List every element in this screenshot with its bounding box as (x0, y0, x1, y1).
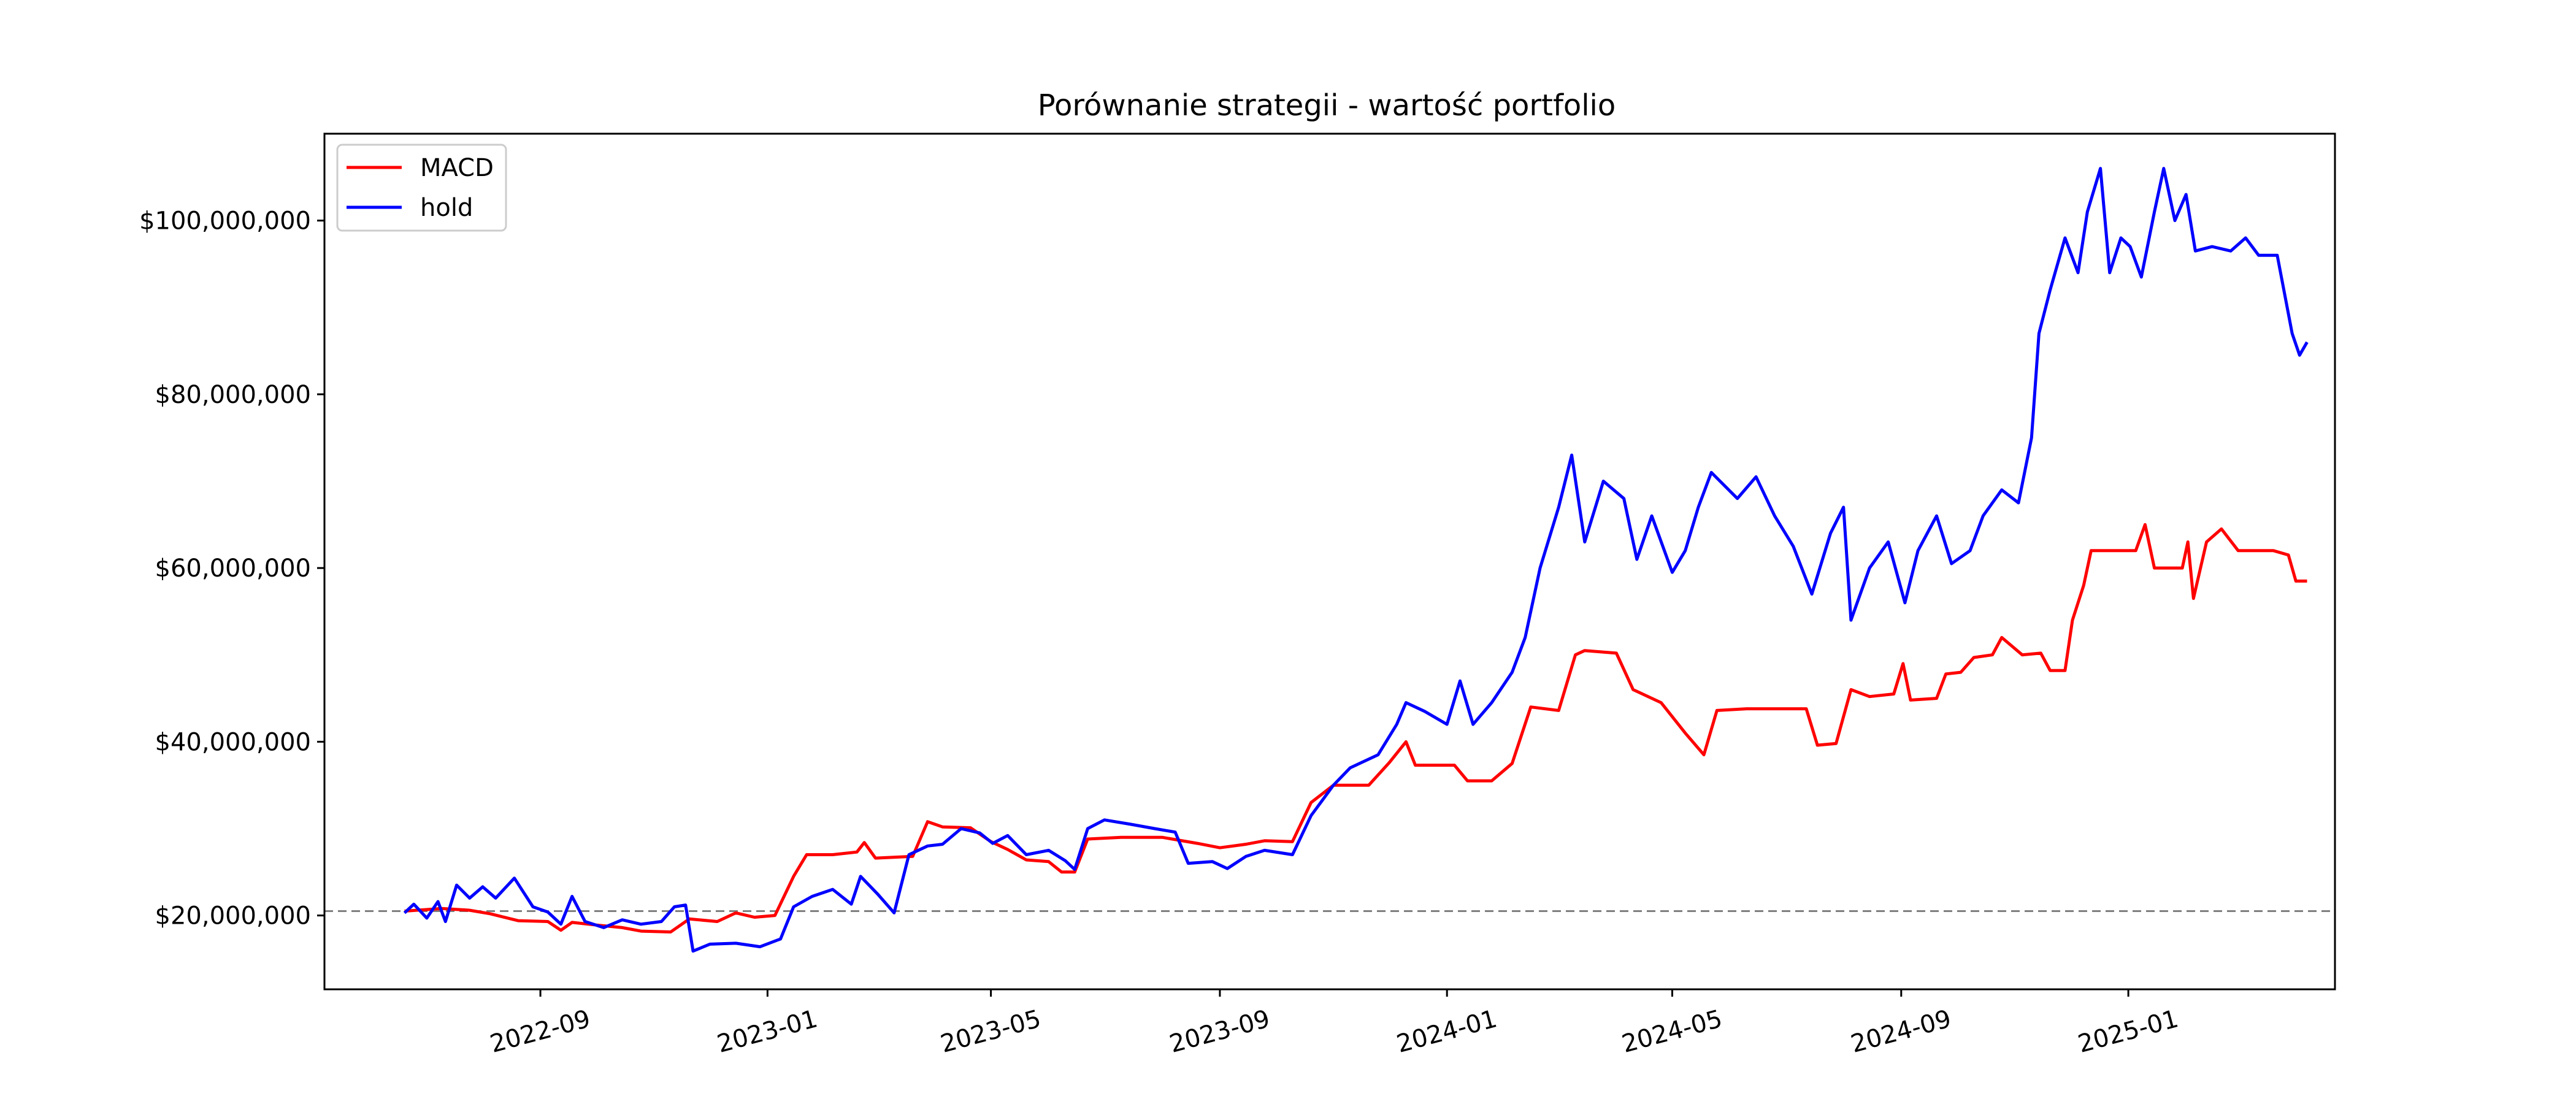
plot-frame (323, 132, 2336, 991)
legend-label-macd: MACD (420, 154, 494, 182)
axes: $20,000,000 $40,000,000 $60,000,000 $80,000… (139, 132, 2336, 1059)
x-tick-label: 2025-01 (2075, 1005, 2181, 1059)
x-tick-label: 2023-01 (714, 1005, 820, 1059)
x-tick-label: 2023-05 (938, 1005, 1044, 1059)
y-tick-label: $40,000,000 (155, 728, 311, 756)
y-tick-label: $100,000,000 (139, 207, 311, 236)
y-tick-label: $60,000,000 (155, 554, 311, 583)
y-tick-label: $20,000,000 (155, 902, 311, 930)
x-tick-label: 2023-09 (1167, 1005, 1273, 1059)
x-tick-label: 2024-09 (1848, 1005, 1954, 1059)
chart-title: Porównanie strategii - wartość portfolio (1038, 88, 1616, 123)
x-tick-label: 2022-09 (487, 1005, 593, 1059)
x-tick-label: 2024-05 (1619, 1005, 1725, 1059)
x-tick-label: 2024-01 (1393, 1005, 1500, 1059)
series-line-hold (403, 167, 2309, 953)
series-line-macd (404, 523, 2307, 933)
y-tick-label: $80,000,000 (155, 381, 311, 409)
legend: MACD hold (336, 144, 507, 232)
plot-area (324, 167, 2335, 953)
legend-label-hold: hold (420, 194, 473, 222)
